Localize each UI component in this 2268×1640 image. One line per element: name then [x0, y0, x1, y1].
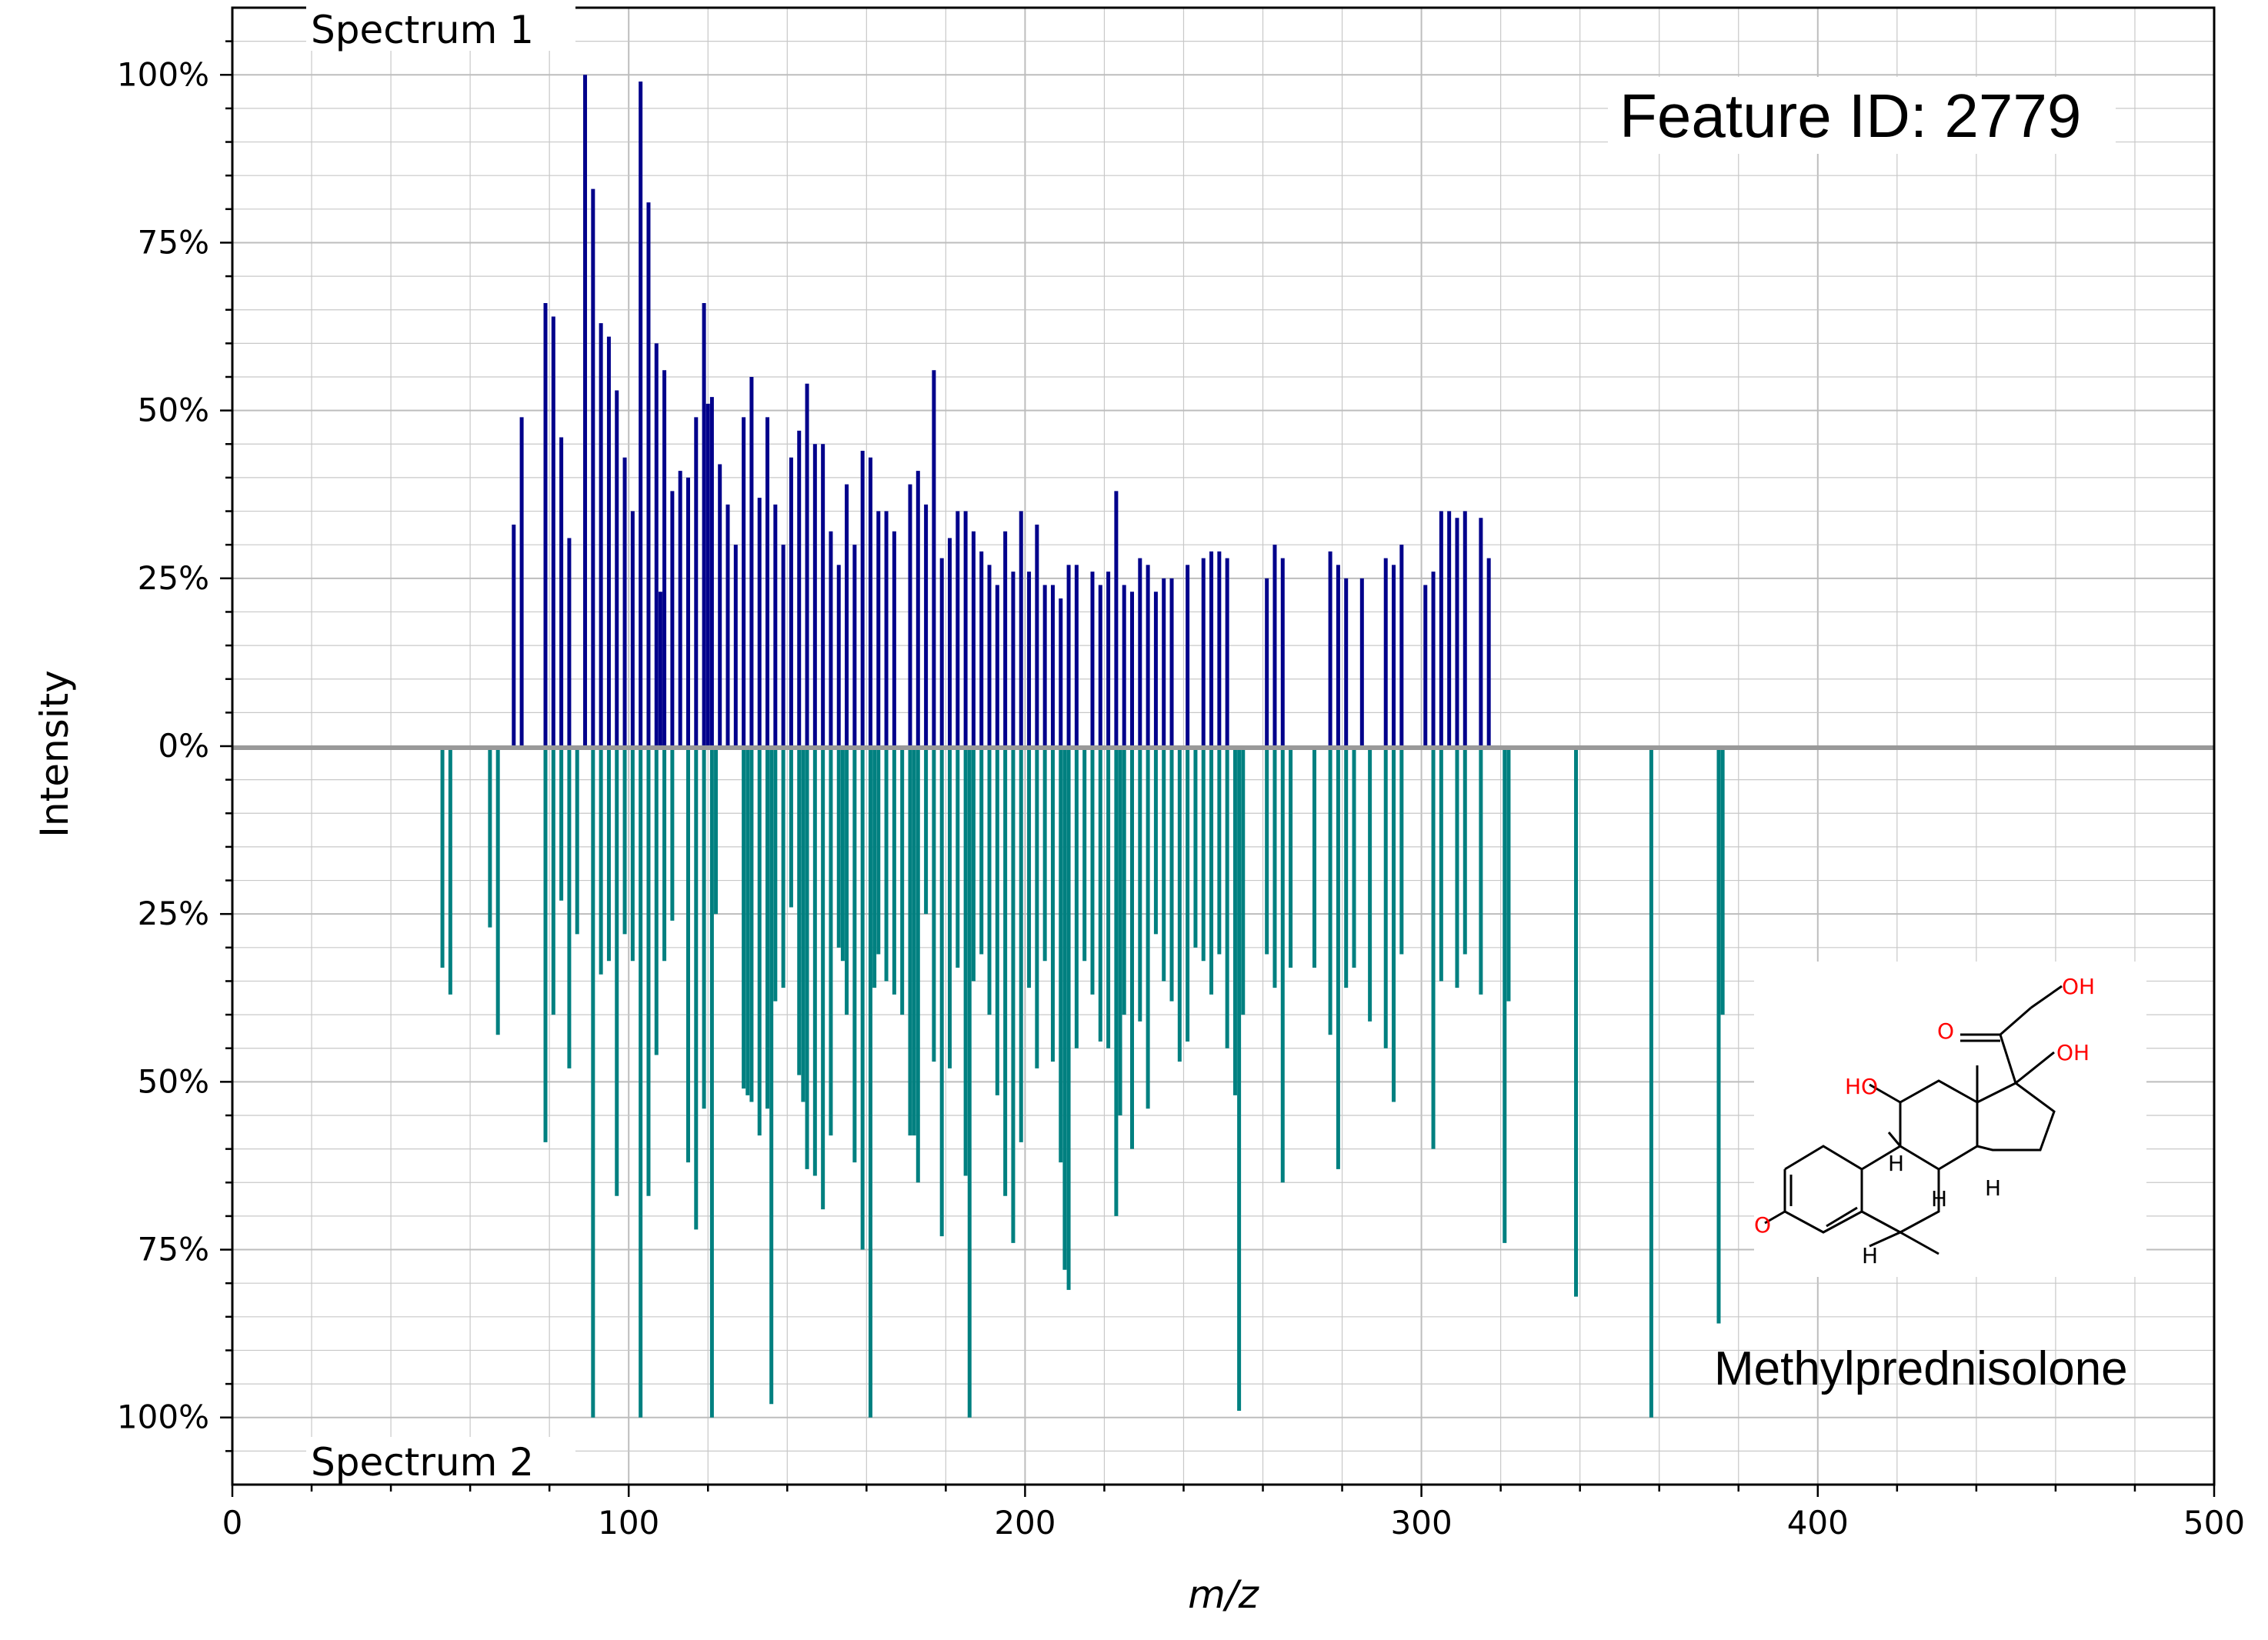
x-axis: 0 100 200 300 400 500 — [222, 1485, 2245, 1542]
y-axis-title: Intensity — [32, 670, 77, 838]
svg-text:O: O — [1754, 1212, 1771, 1238]
svg-text:H: H — [1888, 1151, 1904, 1176]
spectrum-1-label-bg — [306, 6, 575, 51]
structure-atom-labels: O HO O OH OH H H H H — [1754, 974, 2095, 1268]
structure-background — [1754, 962, 2146, 1277]
spectrum-1-label: Spectrum 1 — [311, 8, 534, 52]
y-tick-label: 50% — [138, 392, 209, 429]
y-tick-label: 50% — [138, 1062, 209, 1100]
x-tick-label: 100 — [598, 1504, 659, 1542]
y-tick-label: 25% — [138, 559, 209, 597]
x-axis-title: m/z — [1188, 1572, 1260, 1617]
spectrum-2-bars — [440, 746, 1725, 1418]
y-tick-label: 75% — [138, 223, 209, 261]
structure-bonds — [1764, 985, 2063, 1255]
y-axis: 100% 75% 50% 25% 0% 25% 50% 75% 100% — [117, 40, 232, 1452]
svg-text:O: O — [1937, 1018, 1954, 1044]
x-tick-label: 400 — [1787, 1504, 1849, 1542]
y-tick-label: 25% — [138, 895, 209, 932]
y-tick-label: 100% — [117, 1398, 209, 1436]
x-tick-label: 200 — [994, 1504, 1056, 1542]
svg-text:H: H — [1985, 1175, 2001, 1201]
spectrum-2-label-bg — [306, 1437, 575, 1483]
feature-id-label: Feature ID: 2779 — [1619, 82, 2081, 150]
feature-id-bg — [1608, 77, 2116, 154]
svg-text:H: H — [1862, 1243, 1878, 1268]
svg-text:OH: OH — [2062, 974, 2095, 999]
x-tick-label: 500 — [2183, 1504, 2245, 1542]
svg-text:OH: OH — [2056, 1040, 2090, 1065]
y-tick-label: 75% — [138, 1231, 209, 1268]
x-tick-label: 0 — [222, 1504, 243, 1542]
y-tick-label: 100% — [117, 55, 209, 93]
y-tick-label: 0% — [158, 727, 209, 765]
compound-label: Methylprednisolone — [1714, 1342, 2128, 1395]
spectrum-2-label: Spectrum 2 — [311, 1440, 534, 1485]
svg-text:HO: HO — [1845, 1074, 1878, 1099]
structure-diagram: O HO O OH OH H H H H — [1754, 962, 2146, 1277]
spectrum-1-bars — [512, 75, 1491, 746]
x-tick-label: 300 — [1391, 1504, 1453, 1542]
svg-text:H: H — [1931, 1186, 1947, 1212]
